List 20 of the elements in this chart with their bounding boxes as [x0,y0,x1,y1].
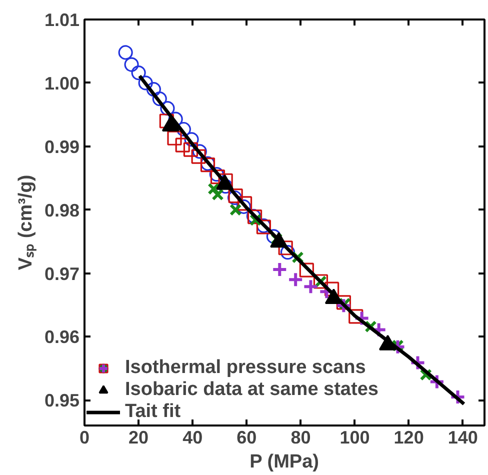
y-tick-label: 0.98 [44,200,80,220]
legend-label: Tait fit [125,401,181,423]
y-tick-label: 0.95 [44,390,80,411]
x-tick-label: 40 [182,428,203,448]
legend-label: Isobaric data at same states [125,379,378,401]
x-tick-label: 120 [394,428,424,448]
legend-label: Isothermal pressure scans [125,357,366,379]
y-tick-label: 0.96 [44,327,80,348]
x-tick-label: 0 [79,428,90,448]
y-tick-label: 1.01 [44,10,80,30]
x-tick-label: 140 [448,428,478,448]
x-axis-title: P (MPa) [250,452,320,472]
y-tick-label: 0.99 [44,136,80,157]
y-tick-label: 1.00 [44,73,80,94]
x-tick-label: 80 [290,428,311,448]
y-tick-label: 0.97 [44,264,80,284]
x-tick-label: 20 [128,428,149,448]
x-tick-label: 100 [340,428,370,448]
x-tick-label: 60 [236,428,257,448]
y-axis-title: Vₛₚ (cm³/g) [15,174,36,270]
